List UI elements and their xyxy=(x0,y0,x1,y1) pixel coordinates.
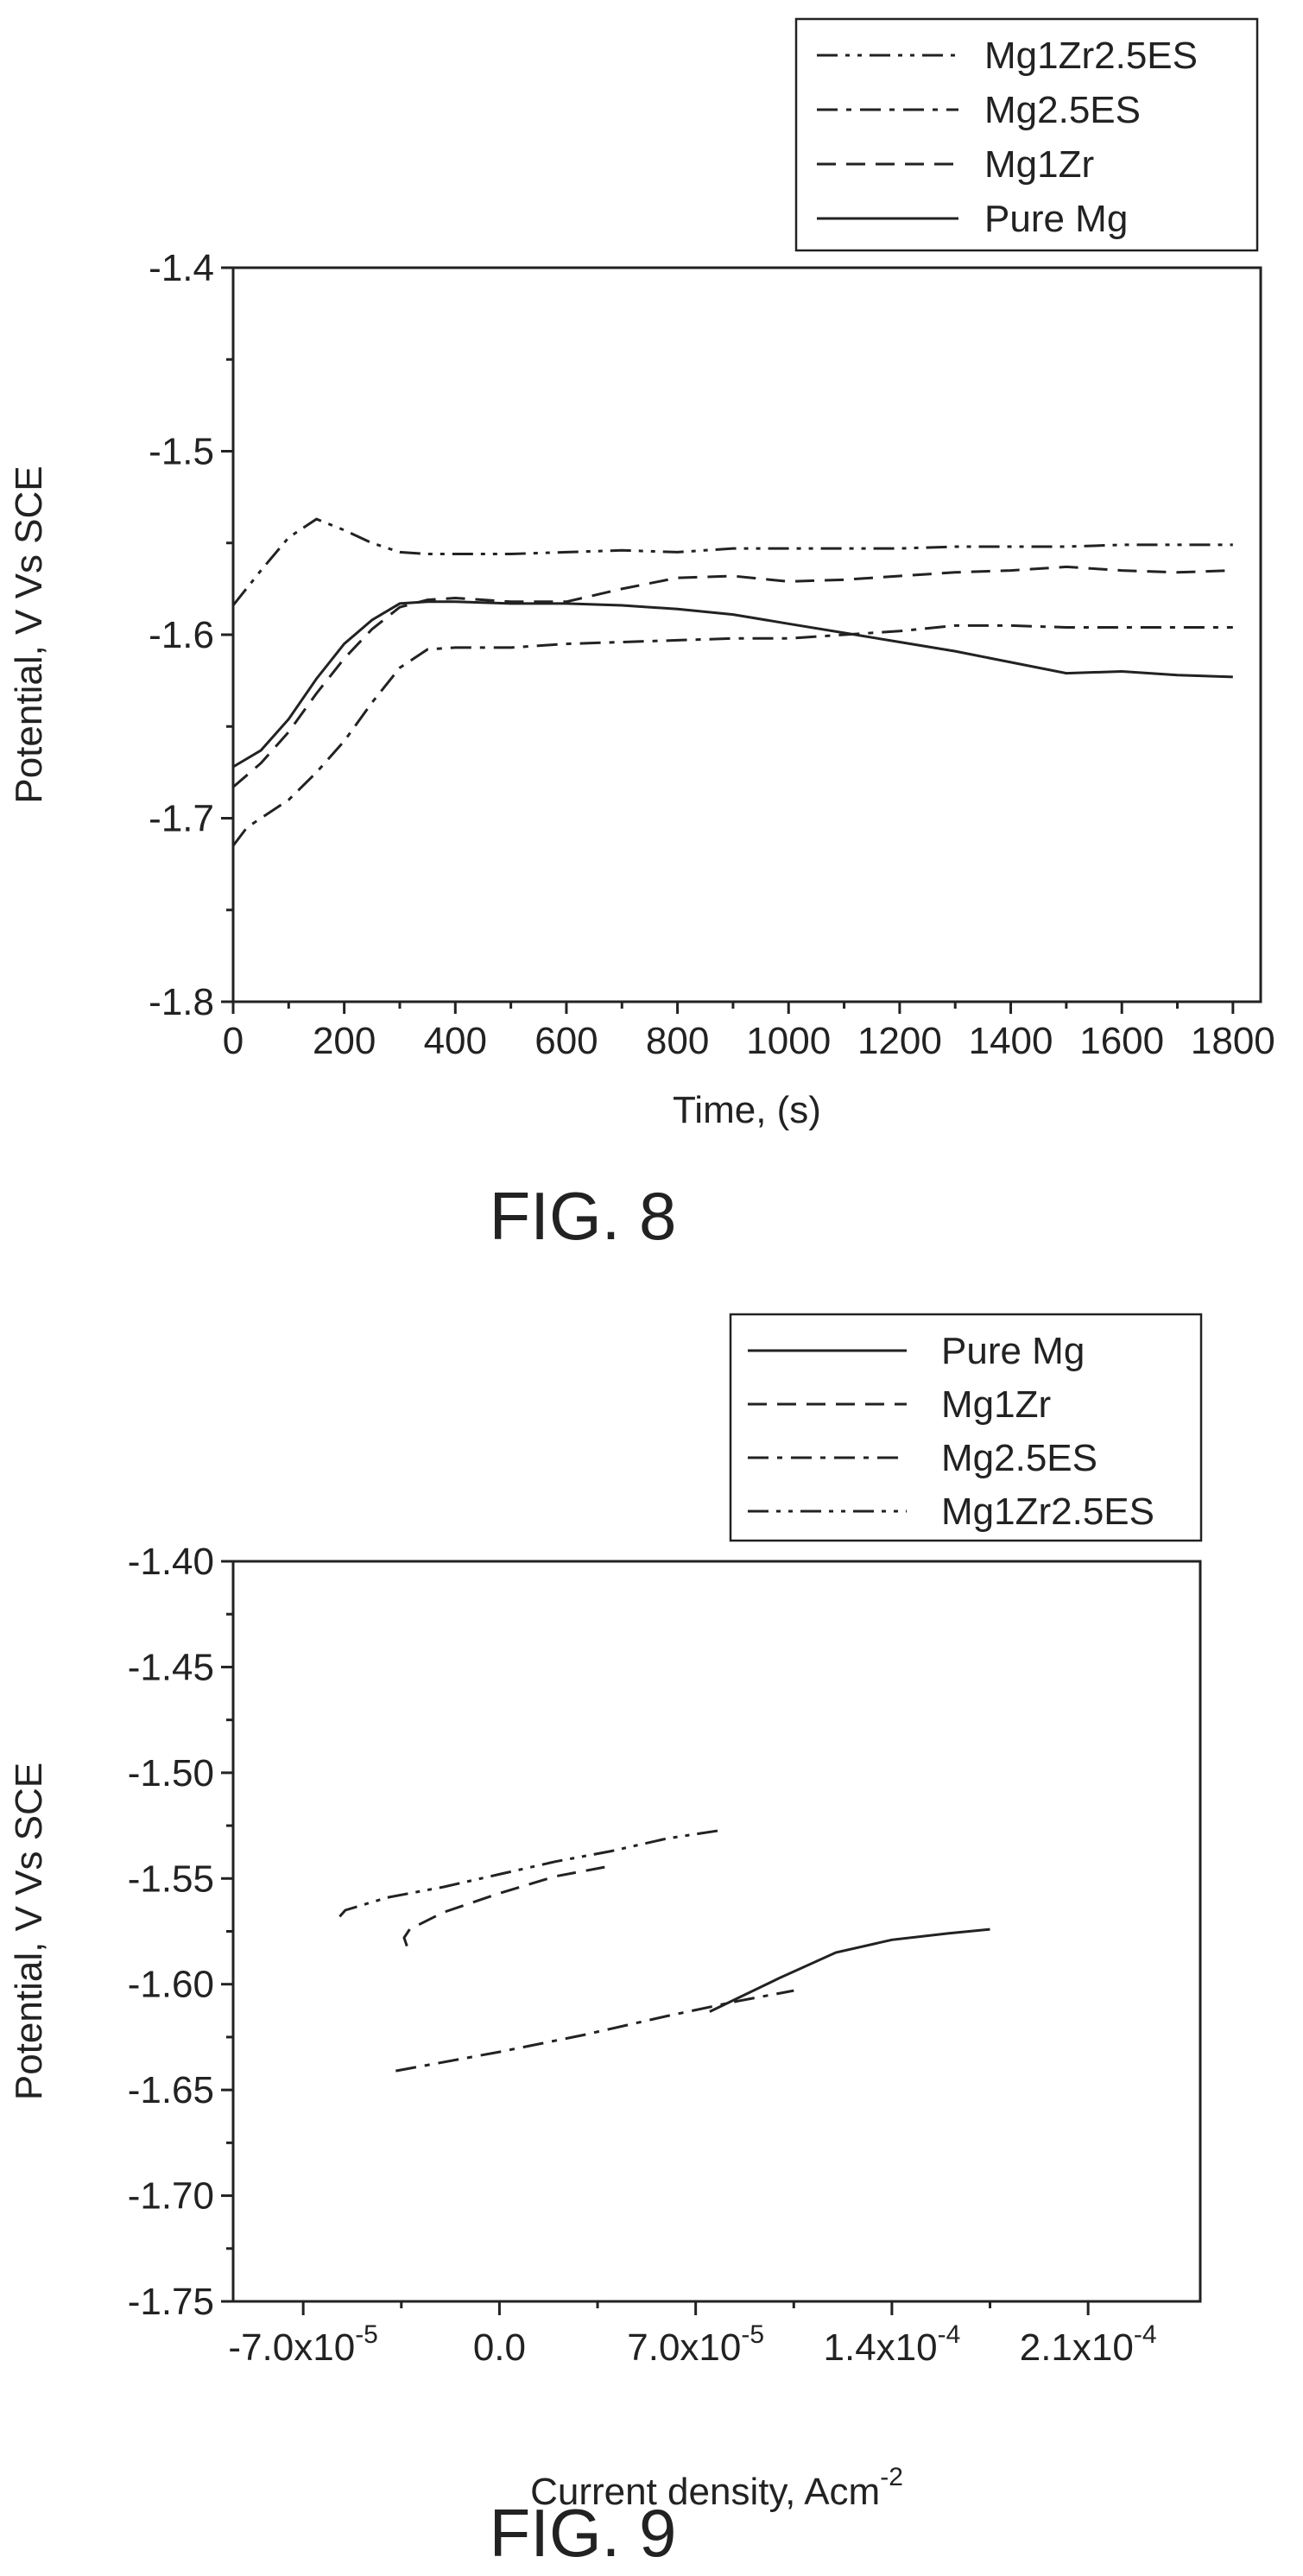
x-axis-title: Time, (s) xyxy=(673,1089,821,1131)
legend-label: Mg1Zr2.5ES xyxy=(984,35,1198,77)
y-tick-label: -1.70 xyxy=(128,2175,214,2218)
y-tick-label: -1.4 xyxy=(149,247,214,289)
y-tick-label: -1.7 xyxy=(149,798,214,840)
x-axis-title-exp: -2 xyxy=(880,2463,903,2491)
x-tick-label: 0 xyxy=(223,1020,244,1062)
x-tick-label-exp: -4 xyxy=(938,2320,961,2349)
x-tick-label-base: 0.0 xyxy=(473,2326,526,2369)
x-tick-label-exp: -4 xyxy=(1134,2320,1157,2349)
y-axis-title: Potential, V Vs SCE xyxy=(8,1763,50,2100)
legend-box xyxy=(729,1313,1203,1542)
fig8-chart: Mg1Zr2.5ES Mg2.5ES Mg1Zr Pure Mg -1.4 -1.5 -1.… xyxy=(0,0,1303,1287)
x-tick-label-base: -7.0x10 xyxy=(228,2326,355,2369)
fig9-svg: Pure Mg Mg1Zr Mg2.5ES Mg1Zr2.5ES -1.40 -1.45 -… xyxy=(8,1313,1203,2571)
x-tick-label: 1800 xyxy=(1191,1020,1275,1062)
x-axis-title-text: Current density, Acm xyxy=(530,2471,880,2513)
y-tick-label: -1.5 xyxy=(149,431,214,473)
series-line-mg2-5es xyxy=(231,623,1233,847)
x-tick-label: 7.0x10-5 xyxy=(627,2320,764,2369)
y-axis-title: Potential, V Vs SCE xyxy=(8,465,50,803)
series-line-mg1zr2-5es xyxy=(231,517,1233,606)
series-line-mg1zr2-5es xyxy=(338,1828,724,1918)
x-tick-label: 2.1x10-4 xyxy=(1020,2320,1157,2369)
x-tick-label: 800 xyxy=(646,1020,709,1062)
x-tick-label-exp: -5 xyxy=(741,2320,764,2349)
x-tick-label: 1600 xyxy=(1079,1020,1164,1062)
series-line-pure-mg xyxy=(232,600,1233,769)
legend-label: Mg1Zr2.5ES xyxy=(941,1491,1154,1533)
figure-caption: FIG. 9 xyxy=(490,2495,677,2571)
x-tick-label: 200 xyxy=(313,1020,376,1062)
series-line-mg1zr xyxy=(232,565,1233,788)
legend-box xyxy=(794,17,1259,252)
y-tick-label: -1.6 xyxy=(149,614,214,656)
x-tick-label: 1000 xyxy=(746,1020,831,1062)
legend-label: Pure Mg xyxy=(984,198,1128,240)
y-tick-label: -1.65 xyxy=(128,2069,214,2111)
y-tick-label: -1.40 xyxy=(128,1541,214,1583)
x-tick-label: 600 xyxy=(534,1020,598,1062)
y-tick-label: -1.45 xyxy=(128,1646,214,1688)
y-tick-label: -1.55 xyxy=(128,1858,214,1900)
x-axis-title: Current density, Acm-2 xyxy=(530,2463,903,2513)
fig9-chart: Pure Mg Mg1Zr Mg2.5ES Mg1Zr2.5ES -1.40 -1.45 -… xyxy=(0,1287,1303,2576)
x-axis-title-text: Time, (s) xyxy=(673,1089,821,1131)
series-line-mg2-5es xyxy=(395,1989,794,2073)
y-tick-label: -1.60 xyxy=(128,1964,214,2006)
y-tick-label: -1.8 xyxy=(149,981,214,1023)
plot-frame xyxy=(231,266,1262,1003)
legend-label: Mg2.5ES xyxy=(984,89,1141,131)
x-tick-label-base: 2.1x10 xyxy=(1020,2326,1134,2369)
plot-frame xyxy=(231,1560,1202,2303)
y-tick-label: -1.75 xyxy=(128,2281,214,2323)
x-tick-label: 1400 xyxy=(969,1020,1053,1062)
fig8-svg: Mg1Zr2.5ES Mg2.5ES Mg1Zr Pure Mg -1.4 -1.5 -1.… xyxy=(8,17,1275,1254)
figure-caption: FIG. 8 xyxy=(490,1178,677,1254)
x-tick-label-base: 1.4x10 xyxy=(824,2326,938,2369)
x-tick-label: 1.4x10-4 xyxy=(824,2320,961,2369)
legend-label: Mg1Zr xyxy=(984,143,1094,186)
y-tick-label: -1.50 xyxy=(128,1752,214,1794)
x-tick-label-base: 7.0x10 xyxy=(627,2326,741,2369)
legend-label: Mg2.5ES xyxy=(941,1437,1097,1479)
x-tick-label-exp: -5 xyxy=(355,2320,378,2349)
legend-label: Pure Mg xyxy=(941,1330,1085,1372)
x-tick-label: 0.0 xyxy=(473,2326,526,2369)
series-line-mg1zr xyxy=(402,1864,612,1947)
series-line-pure-mg xyxy=(709,1927,990,2013)
x-tick-label: 400 xyxy=(424,1020,487,1062)
legend-label: Mg1Zr xyxy=(941,1383,1051,1426)
x-tick-label: -7.0x10-5 xyxy=(228,2320,377,2369)
x-tick-label: 1200 xyxy=(857,1020,942,1062)
